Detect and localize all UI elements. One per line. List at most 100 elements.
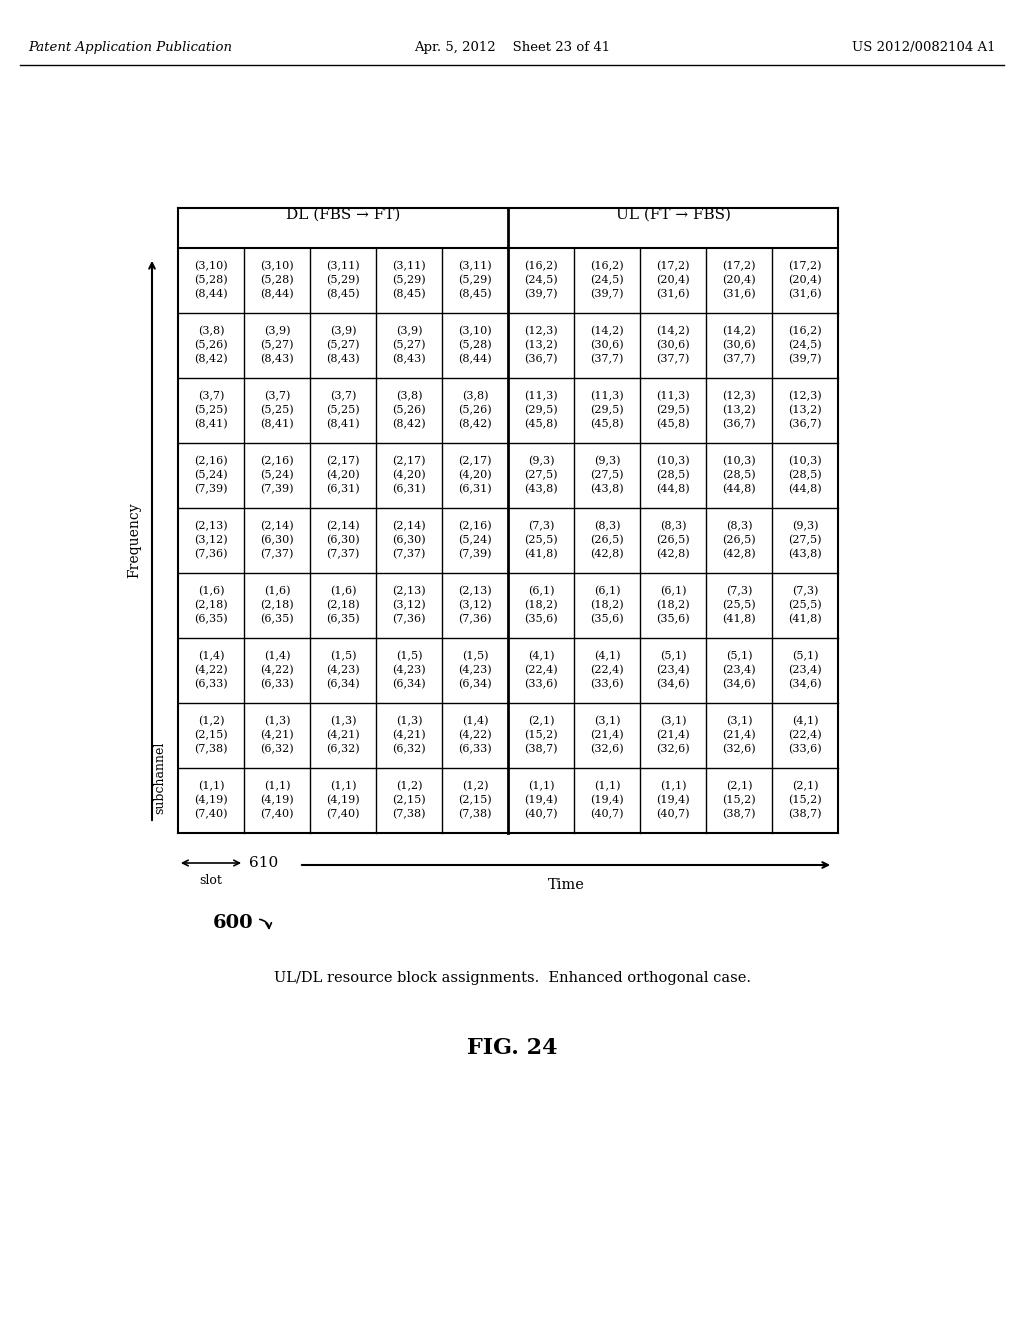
Text: Time: Time xyxy=(548,878,585,892)
Text: (2,15): (2,15) xyxy=(195,730,227,741)
Text: (6,30): (6,30) xyxy=(392,536,426,545)
Text: (7,36): (7,36) xyxy=(459,614,492,624)
Text: (10,3): (10,3) xyxy=(656,457,690,467)
Text: (4,20): (4,20) xyxy=(458,470,492,480)
Text: (30,6): (30,6) xyxy=(722,341,756,351)
Text: (4,20): (4,20) xyxy=(327,470,359,480)
Text: (8,43): (8,43) xyxy=(260,354,294,364)
Text: (1,3): (1,3) xyxy=(395,717,422,727)
Text: (13,2): (13,2) xyxy=(788,405,822,416)
Text: (6,1): (6,1) xyxy=(594,586,621,597)
Text: (3,7): (3,7) xyxy=(330,391,356,401)
Text: (24,5): (24,5) xyxy=(788,341,822,351)
Text: (38,7): (38,7) xyxy=(722,809,756,820)
Text: (3,12): (3,12) xyxy=(392,601,426,611)
Text: (41,8): (41,8) xyxy=(524,549,558,560)
Text: (31,6): (31,6) xyxy=(788,289,822,300)
Text: (4,21): (4,21) xyxy=(327,730,359,741)
Text: (23,4): (23,4) xyxy=(722,665,756,676)
Text: (23,4): (23,4) xyxy=(656,665,690,676)
Text: (7,37): (7,37) xyxy=(260,549,294,560)
Text: (33,6): (33,6) xyxy=(524,680,558,689)
Text: (5,29): (5,29) xyxy=(392,276,426,285)
Text: (6,33): (6,33) xyxy=(260,680,294,689)
Text: (22,4): (22,4) xyxy=(590,665,624,676)
Text: (6,33): (6,33) xyxy=(195,680,227,689)
Text: (2,17): (2,17) xyxy=(392,457,426,467)
Text: (6,34): (6,34) xyxy=(327,680,359,689)
Text: (1,6): (1,6) xyxy=(198,586,224,597)
Text: (3,10): (3,10) xyxy=(195,261,227,272)
Text: (32,6): (32,6) xyxy=(590,744,624,755)
Text: (6,34): (6,34) xyxy=(458,680,492,689)
Text: (42,8): (42,8) xyxy=(722,549,756,560)
Text: (4,19): (4,19) xyxy=(195,796,227,805)
Text: (44,8): (44,8) xyxy=(722,484,756,495)
Text: (35,6): (35,6) xyxy=(524,614,558,624)
Text: UL (FT → FBS): UL (FT → FBS) xyxy=(615,209,730,222)
Text: (23,4): (23,4) xyxy=(788,665,822,676)
Text: (2,1): (2,1) xyxy=(527,717,554,727)
Text: (3,11): (3,11) xyxy=(327,261,359,272)
Text: (4,21): (4,21) xyxy=(392,730,426,741)
Text: (5,28): (5,28) xyxy=(195,276,227,285)
Text: FIG. 24: FIG. 24 xyxy=(467,1038,557,1059)
Text: (35,6): (35,6) xyxy=(656,614,690,624)
Text: (5,25): (5,25) xyxy=(260,405,294,416)
Text: (40,7): (40,7) xyxy=(656,809,690,820)
Text: (5,1): (5,1) xyxy=(659,651,686,661)
Text: (17,2): (17,2) xyxy=(656,261,690,272)
Text: (16,2): (16,2) xyxy=(524,261,558,272)
Text: (2,16): (2,16) xyxy=(195,457,227,467)
Text: (8,44): (8,44) xyxy=(195,289,227,300)
Text: (8,44): (8,44) xyxy=(458,354,492,364)
Text: (3,7): (3,7) xyxy=(264,391,290,401)
Text: (3,7): (3,7) xyxy=(198,391,224,401)
Text: (12,3): (12,3) xyxy=(788,391,822,401)
Text: (10,3): (10,3) xyxy=(788,457,822,467)
Text: (26,5): (26,5) xyxy=(656,536,690,545)
Text: 610: 610 xyxy=(249,855,279,870)
Text: (2,14): (2,14) xyxy=(327,521,359,532)
Text: (7,36): (7,36) xyxy=(195,549,227,560)
Text: (5,24): (5,24) xyxy=(260,470,294,480)
Text: (6,35): (6,35) xyxy=(327,614,359,624)
Text: (28,5): (28,5) xyxy=(788,470,822,480)
Text: (7,40): (7,40) xyxy=(327,809,359,820)
Text: (3,1): (3,1) xyxy=(594,717,621,727)
Text: (37,7): (37,7) xyxy=(722,354,756,364)
Text: (1,1): (1,1) xyxy=(330,781,356,792)
Text: (8,3): (8,3) xyxy=(594,521,621,532)
Text: (7,39): (7,39) xyxy=(195,484,227,495)
Text: (15,2): (15,2) xyxy=(524,730,558,741)
Text: (36,7): (36,7) xyxy=(722,420,756,430)
Text: (9,3): (9,3) xyxy=(594,457,621,467)
Text: (1,6): (1,6) xyxy=(264,586,290,597)
Text: (11,3): (11,3) xyxy=(656,391,690,401)
Text: (36,7): (36,7) xyxy=(788,420,821,430)
Text: (3,11): (3,11) xyxy=(392,261,426,272)
Text: (11,3): (11,3) xyxy=(524,391,558,401)
Text: (8,45): (8,45) xyxy=(392,289,426,300)
Text: (45,8): (45,8) xyxy=(524,420,558,430)
Text: (42,8): (42,8) xyxy=(590,549,624,560)
Text: (6,1): (6,1) xyxy=(659,586,686,597)
Text: (6,31): (6,31) xyxy=(392,484,426,495)
Text: (6,35): (6,35) xyxy=(260,614,294,624)
Text: (1,4): (1,4) xyxy=(462,717,488,727)
Text: (4,22): (4,22) xyxy=(458,730,492,741)
Text: (6,32): (6,32) xyxy=(392,744,426,755)
Text: (3,11): (3,11) xyxy=(458,261,492,272)
Text: (4,22): (4,22) xyxy=(195,665,227,676)
Text: (5,28): (5,28) xyxy=(260,276,294,285)
Text: (18,2): (18,2) xyxy=(590,601,624,611)
Text: (38,7): (38,7) xyxy=(788,809,821,820)
Text: (3,8): (3,8) xyxy=(395,391,422,401)
Text: (28,5): (28,5) xyxy=(656,470,690,480)
Text: subchannel: subchannel xyxy=(154,742,167,814)
Text: (3,1): (3,1) xyxy=(659,717,686,727)
Text: (27,5): (27,5) xyxy=(590,470,624,480)
Text: (6,32): (6,32) xyxy=(327,744,359,755)
Text: (2,14): (2,14) xyxy=(260,521,294,532)
Text: (4,19): (4,19) xyxy=(260,796,294,805)
